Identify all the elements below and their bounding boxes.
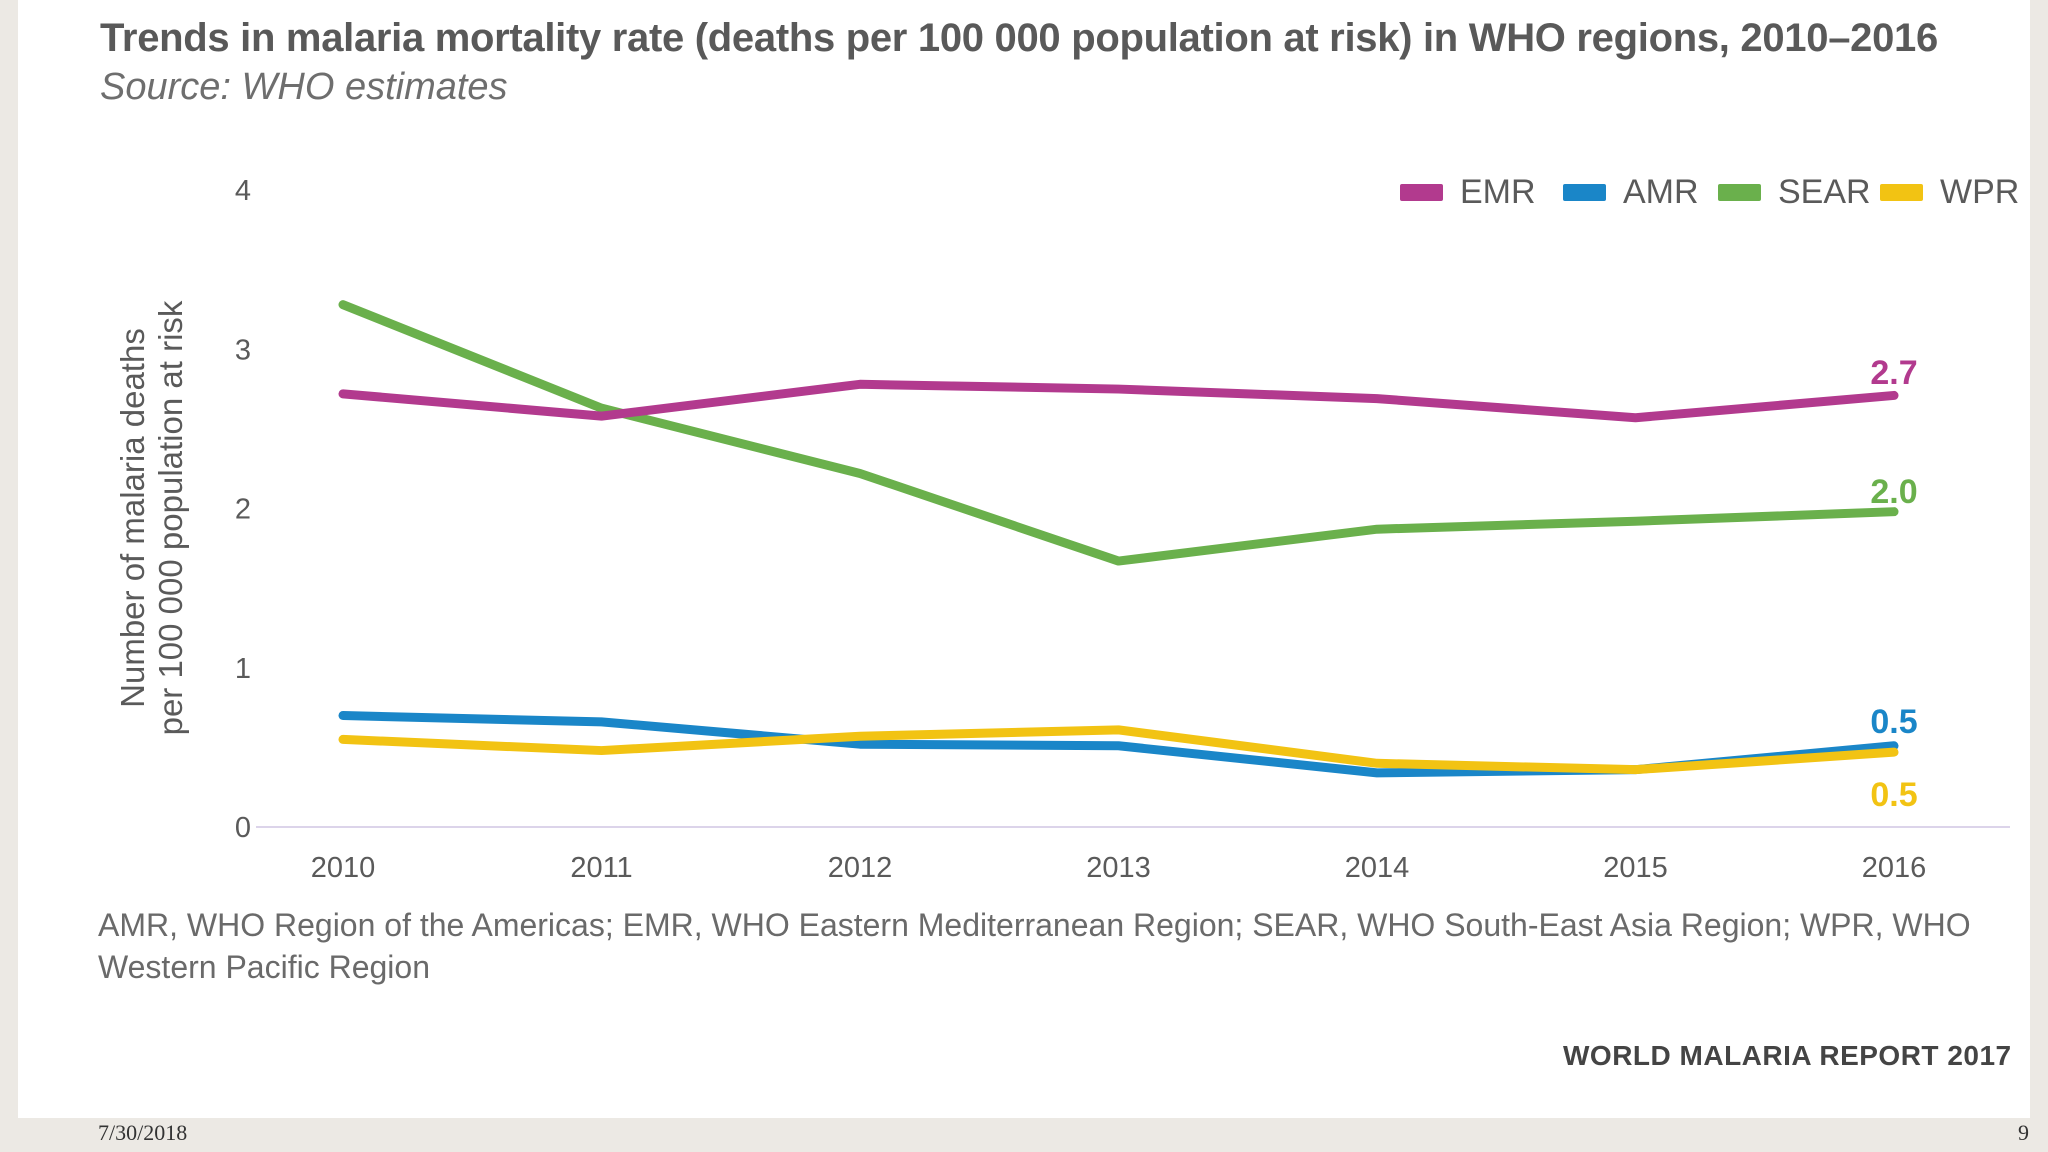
legend-swatch-emr xyxy=(1400,184,1443,201)
series-line-sear xyxy=(338,300,1899,566)
end-label-amr: 0.5 xyxy=(1870,703,1917,741)
y-tick-label-4: 4 xyxy=(235,175,251,207)
slide: Trends in malaria mortality rate (deaths… xyxy=(18,0,2030,1118)
slide-number: 9 xyxy=(2018,1120,2029,1145)
x-tick-label-2013: 2013 xyxy=(1086,852,1151,884)
series-line-wpr xyxy=(338,725,1899,775)
legend-swatch-amr xyxy=(1563,184,1606,201)
y-tick-label-3: 3 xyxy=(235,334,251,366)
y-tick-label-2: 2 xyxy=(235,494,251,526)
legend-label-emr: EMR xyxy=(1460,173,1536,211)
y-axis-label-line-1: Number of malaria deaths xyxy=(114,328,151,708)
end-value-labels: 2.7 0.5 2.0 0.5 xyxy=(1870,354,1917,814)
chart-title: Trends in malaria mortality rate (deaths… xyxy=(100,16,1938,60)
y-axis-label: Number of malaria deaths per 100 000 pop… xyxy=(114,300,189,735)
x-tick-label-2014: 2014 xyxy=(1345,852,1410,884)
legend-swatch-wpr xyxy=(1880,184,1923,201)
series-lines xyxy=(338,300,1899,778)
report-brand: WORLD MALARIA REPORT 2017 xyxy=(1563,1040,2012,1071)
chart-axes: 0 1 2 3 4 2010 2011 2012 2013 2014 2015 2016 xyxy=(235,175,2010,884)
x-tick-label-2012: 2012 xyxy=(828,852,893,884)
x-tick-label-2010: 2010 xyxy=(311,852,376,884)
end-label-wpr: 0.5 xyxy=(1870,776,1917,814)
end-label-sear: 2.0 xyxy=(1870,473,1917,511)
x-tick-label-2011: 2011 xyxy=(570,852,632,884)
chart-legend: EMR AMR SEAR WPR xyxy=(1400,173,2019,211)
x-tick-label-2015: 2015 xyxy=(1603,852,1668,884)
legend-label-sear: SEAR xyxy=(1778,173,1871,211)
y-tick-label-1: 1 xyxy=(235,653,251,685)
legend-label-wpr: WPR xyxy=(1940,173,2019,211)
x-tick-label-2016: 2016 xyxy=(1862,852,1927,884)
legend-swatch-sear xyxy=(1718,184,1761,201)
series-line-emr xyxy=(338,379,1899,423)
end-label-emr: 2.7 xyxy=(1870,354,1917,392)
y-axis-label-line-2: per 100 000 population at risk xyxy=(152,300,189,735)
chart-footnote: AMR, WHO Region of the Americas; EMR, WH… xyxy=(98,907,1971,985)
line-chart: 0 1 2 3 4 2010 2011 2012 2013 2014 2015 2016 Number… xyxy=(114,173,2019,884)
chart-subtitle: Source: WHO estimates xyxy=(100,66,508,108)
slide-date: 7/30/2018 xyxy=(98,1120,188,1145)
y-tick-label-0: 0 xyxy=(235,812,251,844)
legend-label-amr: AMR xyxy=(1623,173,1699,211)
